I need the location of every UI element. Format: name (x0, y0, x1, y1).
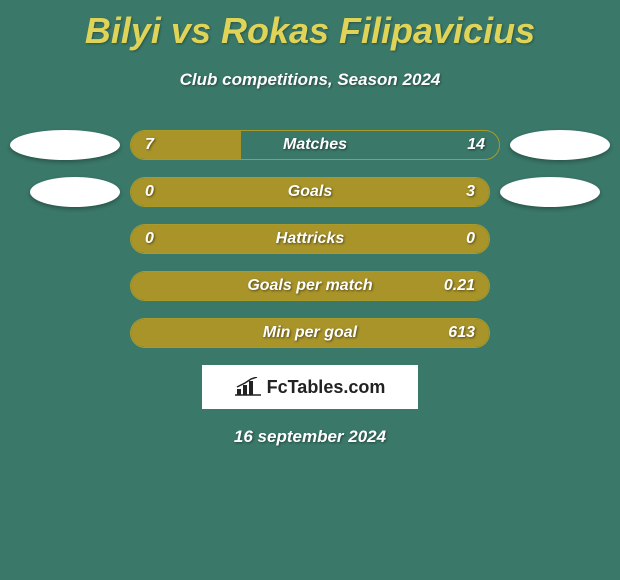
stat-value-right: 3 (466, 183, 475, 201)
stat-label: Hattricks (276, 230, 344, 248)
stat-row-goals-per-match: Goals per match 0.21 (10, 271, 610, 301)
player-left-marker (30, 177, 120, 207)
stat-row-min-per-goal: Min per goal 613 (10, 318, 610, 348)
stat-row-hattricks: 0 Hattricks 0 (10, 224, 610, 254)
stat-value-left: 7 (145, 136, 154, 154)
stat-value-left: 0 (145, 183, 154, 201)
stat-row-goals: 0 Goals 3 (10, 177, 610, 207)
spacer (490, 318, 610, 348)
spacer (490, 224, 610, 254)
stats-container: 7 Matches 14 0 Goals 3 0 Hattricks 0 (0, 130, 620, 348)
stat-bar: Min per goal 613 (130, 318, 490, 348)
stat-value-right: 14 (467, 136, 485, 154)
source-logo: FcTables.com (202, 365, 418, 409)
player-left-marker (10, 130, 120, 160)
stat-value-right: 0 (466, 230, 475, 248)
stat-label: Goals per match (247, 277, 372, 295)
comparison-subtitle: Club competitions, Season 2024 (0, 70, 620, 90)
spacer (10, 271, 130, 301)
logo-text: FcTables.com (267, 377, 386, 398)
player-right-marker (500, 177, 600, 207)
logo-inner: FcTables.com (235, 377, 386, 398)
comparison-title: Bilyi vs Rokas Filipavicius (0, 0, 620, 52)
stat-bar: 0 Hattricks 0 (130, 224, 490, 254)
stat-label: Goals (288, 183, 332, 201)
stat-label: Min per goal (263, 324, 357, 342)
date-label: 16 september 2024 (0, 427, 620, 447)
spacer (10, 318, 130, 348)
stat-bar: 7 Matches 14 (130, 130, 500, 160)
stat-value-right: 613 (448, 324, 475, 342)
spacer (10, 224, 130, 254)
chart-icon (235, 377, 263, 397)
player-right-marker (510, 130, 610, 160)
spacer (490, 271, 610, 301)
stat-bar: Goals per match 0.21 (130, 271, 490, 301)
stat-label: Matches (283, 136, 347, 154)
stat-value-left: 0 (145, 230, 154, 248)
stat-row-matches: 7 Matches 14 (10, 130, 610, 160)
stat-value-right: 0.21 (444, 277, 475, 295)
stat-bar: 0 Goals 3 (130, 177, 490, 207)
